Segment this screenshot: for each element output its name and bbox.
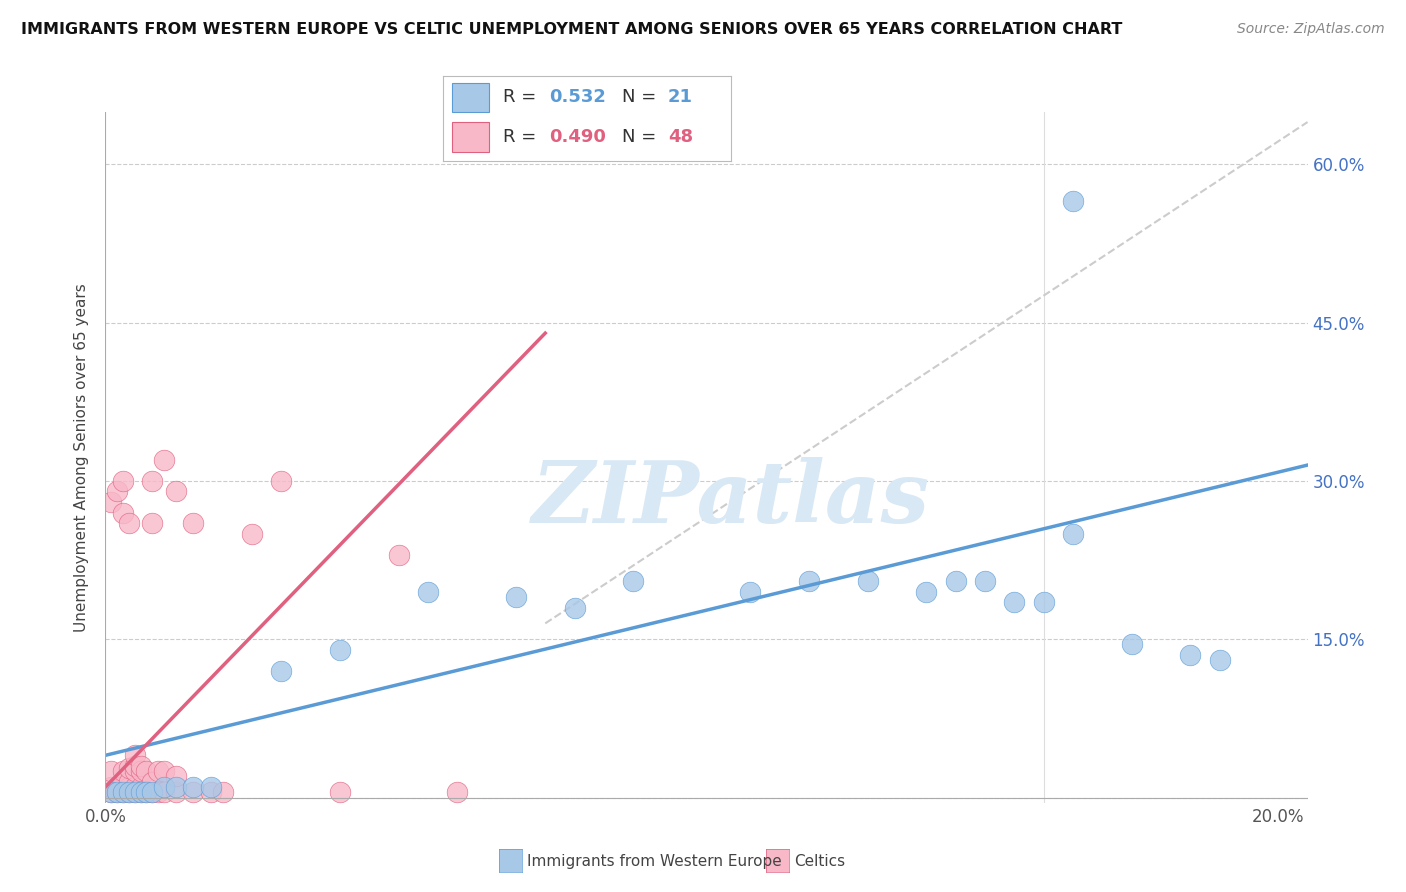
Point xyxy=(1180,648,1202,662)
FancyBboxPatch shape xyxy=(451,83,489,112)
Point xyxy=(974,574,997,589)
Point xyxy=(1032,595,1054,609)
Point xyxy=(112,506,135,520)
Text: N =: N = xyxy=(621,88,662,106)
Point xyxy=(141,474,163,488)
Point xyxy=(416,584,439,599)
FancyBboxPatch shape xyxy=(451,122,489,152)
Point xyxy=(915,584,938,599)
Point xyxy=(105,484,128,499)
Point xyxy=(148,764,170,779)
Point xyxy=(183,516,205,530)
Text: Immigrants from Western Europe: Immigrants from Western Europe xyxy=(527,855,782,869)
Text: 0.532: 0.532 xyxy=(550,88,606,106)
Point xyxy=(183,780,205,794)
Point xyxy=(240,526,263,541)
Text: 0.490: 0.490 xyxy=(550,128,606,146)
Point xyxy=(1208,653,1230,667)
Point xyxy=(153,785,176,799)
Point xyxy=(118,785,141,799)
Point xyxy=(100,495,122,509)
Point xyxy=(270,474,292,488)
Point xyxy=(135,785,157,799)
Point xyxy=(165,769,187,783)
Point xyxy=(105,785,128,799)
Point xyxy=(856,574,879,589)
Point xyxy=(1062,194,1084,209)
Point xyxy=(141,785,163,799)
Point xyxy=(118,780,141,794)
Point xyxy=(797,574,820,589)
Text: ZIPatlas: ZIPatlas xyxy=(531,457,929,541)
Text: R =: R = xyxy=(503,88,543,106)
Text: N =: N = xyxy=(621,128,662,146)
Point xyxy=(329,785,352,799)
Point xyxy=(1002,595,1025,609)
Point xyxy=(141,774,163,789)
Point xyxy=(112,764,135,779)
Point xyxy=(118,774,141,789)
Point xyxy=(118,785,141,799)
Point xyxy=(118,516,141,530)
Point xyxy=(129,764,152,779)
Point xyxy=(124,748,146,763)
Text: Celtics: Celtics xyxy=(794,855,845,869)
Point xyxy=(211,785,233,799)
Point xyxy=(200,785,222,799)
Point xyxy=(100,785,122,799)
Y-axis label: Unemployment Among Seniors over 65 years: Unemployment Among Seniors over 65 years xyxy=(75,283,90,632)
Point xyxy=(141,516,163,530)
Point xyxy=(124,785,146,799)
Point xyxy=(124,764,146,779)
Point xyxy=(165,484,187,499)
Point xyxy=(105,780,128,794)
Point xyxy=(505,590,527,604)
Point xyxy=(165,785,187,799)
Point xyxy=(129,759,152,773)
Point xyxy=(446,785,468,799)
Point xyxy=(153,764,176,779)
Point xyxy=(564,600,586,615)
Point xyxy=(124,785,146,799)
Point xyxy=(105,785,128,799)
Point xyxy=(135,764,157,779)
Text: Source: ZipAtlas.com: Source: ZipAtlas.com xyxy=(1237,22,1385,37)
Point xyxy=(621,574,644,589)
Point xyxy=(740,584,762,599)
Point xyxy=(388,548,411,562)
Point xyxy=(165,780,187,794)
Text: 21: 21 xyxy=(668,88,693,106)
Point xyxy=(945,574,967,589)
Point xyxy=(329,642,352,657)
Point xyxy=(153,780,176,794)
Point xyxy=(148,785,170,799)
Text: IMMIGRANTS FROM WESTERN EUROPE VS CELTIC UNEMPLOYMENT AMONG SENIORS OVER 65 YEAR: IMMIGRANTS FROM WESTERN EUROPE VS CELTIC… xyxy=(21,22,1122,37)
Point xyxy=(135,785,157,799)
Point xyxy=(124,759,146,773)
Text: 48: 48 xyxy=(668,128,693,146)
Point xyxy=(118,761,141,775)
Point xyxy=(112,785,135,799)
Text: R =: R = xyxy=(503,128,543,146)
Point xyxy=(129,785,152,799)
Point xyxy=(112,785,135,799)
Point xyxy=(129,785,152,799)
Point xyxy=(1062,526,1084,541)
Point xyxy=(141,785,163,799)
Point xyxy=(153,452,176,467)
Point xyxy=(100,785,122,799)
Point xyxy=(200,780,222,794)
Point xyxy=(100,764,122,779)
Point xyxy=(183,785,205,799)
Point xyxy=(100,780,122,794)
Point xyxy=(129,780,152,794)
Point xyxy=(270,664,292,678)
Point xyxy=(1121,638,1143,652)
Point xyxy=(124,780,146,794)
Point xyxy=(112,474,135,488)
